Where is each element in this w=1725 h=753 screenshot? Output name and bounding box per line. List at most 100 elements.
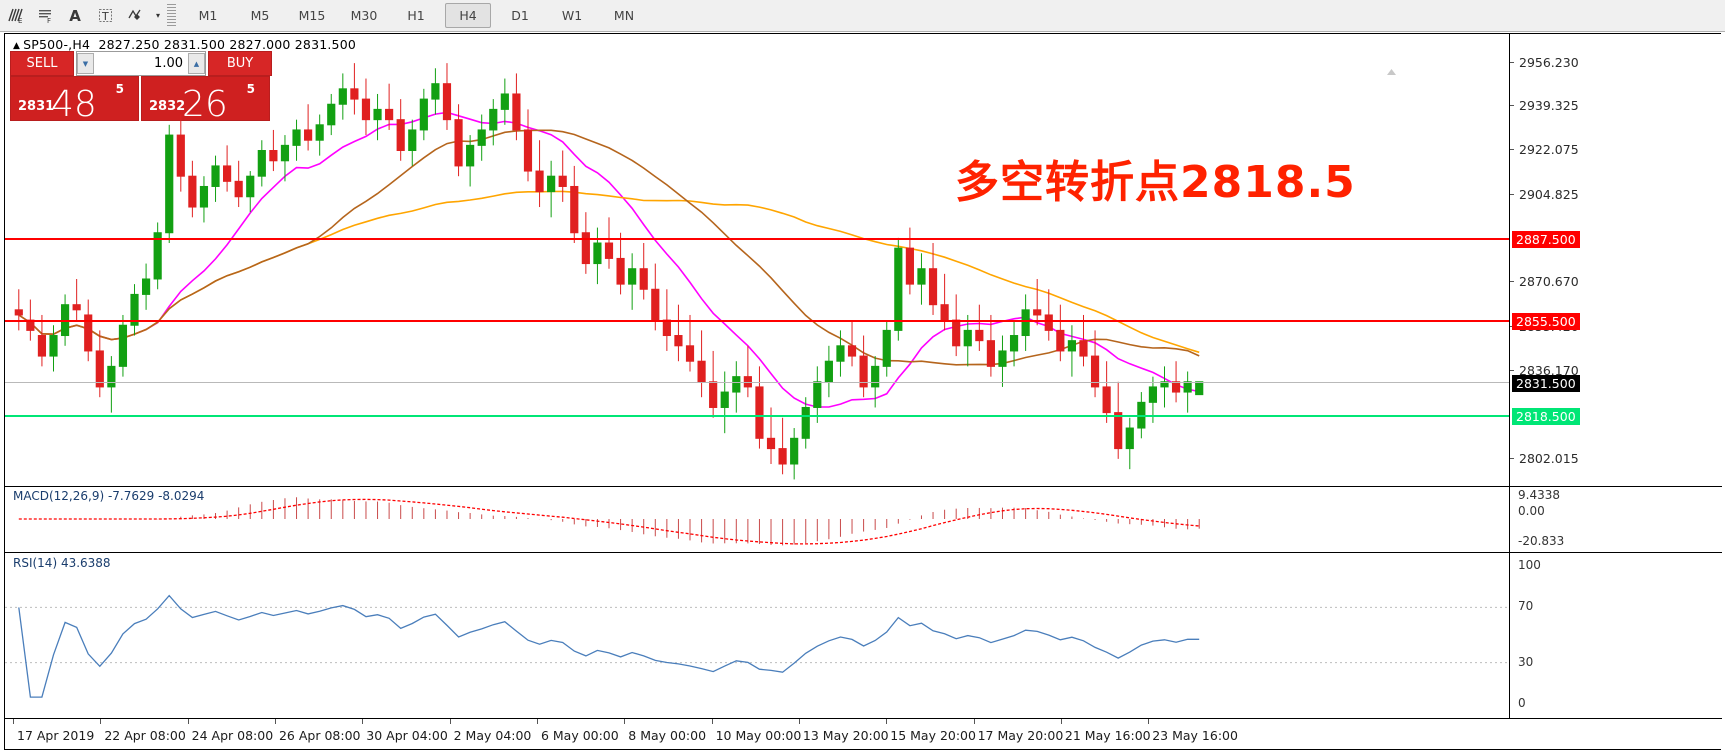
candle-body	[26, 319, 35, 331]
level-line-resistance[interactable]	[5, 238, 1509, 241]
candle-body	[304, 129, 313, 141]
candle-body	[153, 232, 162, 280]
price-plot-area[interactable]	[5, 34, 1509, 718]
candle-body	[1102, 386, 1111, 414]
time-scale[interactable]: 17 Apr 2019 22 Apr 08:00 24 Apr 08:00 26 Ap…	[5, 718, 1722, 750]
objects-dropdown-caret-icon[interactable]: ▾	[155, 11, 160, 20]
templates-icon[interactable]: F	[30, 1, 60, 30]
price-tag-current-price[interactable]: 2831.500	[1512, 375, 1580, 393]
candle-body	[882, 329, 891, 367]
indicators-icon[interactable]: E	[0, 1, 30, 30]
macd-scale-tick: -20.833	[1518, 534, 1565, 548]
one-click-trading-panel[interactable]: SELL ▼ 1.00 ▲ BUY 2831 48 5 2832 26 5	[10, 51, 272, 123]
candle-body	[350, 88, 359, 100]
objects-icon[interactable]	[120, 1, 150, 30]
candle-body	[581, 232, 590, 265]
candle-body	[871, 365, 880, 388]
timeframe-m5[interactable]: M5	[250, 8, 270, 23]
candle-body	[84, 314, 93, 352]
macd-label: MACD(12,26,9) -7.7629 -8.0294	[13, 489, 205, 503]
macd-scale-tick: 0.00	[1518, 504, 1545, 518]
price-tag-resistance[interactable]: 2887.500	[1512, 231, 1580, 249]
candle-body	[986, 340, 995, 367]
buy-price-whole: 2832	[149, 99, 186, 114]
candle-body	[246, 175, 255, 198]
candle-body	[176, 134, 185, 177]
text-tool-icon[interactable]: A	[69, 6, 81, 25]
candle-body	[188, 175, 197, 208]
timeframe-h1[interactable]: H1	[407, 8, 425, 23]
time-tick-label: 17 May 20:00	[977, 728, 1064, 743]
toolbar-drag-handle[interactable]	[167, 3, 176, 28]
rsi-scale-tick: 70	[1518, 599, 1534, 614]
candle-body	[940, 304, 949, 321]
quote-low: 2827.000	[229, 37, 291, 52]
chart-window[interactable]: ▲ SP500-,H4 2827.250 2831.500 2827.000 28…	[4, 33, 1722, 750]
candle-body	[1148, 386, 1158, 403]
sell-price-cell[interactable]: 2831 48 5	[10, 76, 139, 123]
candle-body	[454, 119, 463, 167]
candle-body	[118, 324, 128, 367]
level-line-current-price[interactable]	[5, 382, 1509, 384]
rsi-label: RSI(14) 43.6388	[13, 556, 111, 570]
timeframe-h4[interactable]: H4	[445, 3, 491, 28]
candle-body	[489, 108, 498, 131]
price-tick: 2870.670	[1510, 274, 1579, 289]
candle-body	[95, 350, 104, 388]
time-tick-mark	[624, 719, 626, 724]
candle-body	[813, 381, 822, 408]
level-line-support[interactable]	[5, 415, 1509, 418]
candle-body	[396, 119, 405, 151]
time-tick-label: 17 Apr 2019	[17, 728, 95, 743]
volume-decrement-icon[interactable]: ▼	[77, 53, 94, 74]
svg-text:T: T	[101, 10, 109, 23]
candle-body	[523, 129, 533, 172]
price-scale[interactable]: 2956.230 2939.325 2922.075 2904.825 2870.670…	[1509, 34, 1722, 718]
volume-value[interactable]: 1.00	[154, 56, 183, 71]
candle-body	[1067, 340, 1077, 352]
candle-body	[14, 309, 23, 316]
timeframe-m15[interactable]: M15	[298, 8, 326, 23]
time-tick-mark	[1148, 719, 1150, 724]
timeframe-d1[interactable]: D1	[511, 8, 529, 23]
candle-body	[49, 335, 58, 357]
macd-scale-tick: 9.4338	[1518, 488, 1560, 502]
candle-body	[766, 437, 776, 450]
time-tick-mark	[886, 719, 888, 724]
rsi-line	[18, 594, 1200, 698]
volume-stepper[interactable]: ▼ 1.00 ▲	[76, 51, 206, 76]
candle-body	[836, 345, 845, 362]
timeframe-m30[interactable]: M30	[350, 8, 378, 23]
price-tag-resistance[interactable]: 2855.500	[1512, 313, 1580, 331]
time-tick-mark	[536, 719, 538, 724]
chart-annotation-text: 多空转折点2818.5	[955, 157, 1356, 208]
price-tag-support[interactable]: 2818.500	[1512, 408, 1580, 426]
collapse-triangle-icon[interactable]: ▲	[13, 41, 21, 51]
candle-body	[894, 247, 903, 331]
buy-price-cell[interactable]: 2832 26 5	[141, 76, 270, 123]
candle-body	[1137, 401, 1146, 429]
candle-body	[223, 165, 232, 182]
candle-body	[477, 129, 486, 146]
time-tick-mark	[100, 719, 102, 724]
candle-body	[442, 83, 452, 121]
timeframe-m1[interactable]: M1	[198, 8, 218, 23]
level-line-resistance[interactable]	[5, 320, 1509, 323]
timeframe-w1[interactable]: W1	[561, 8, 583, 23]
sell-button[interactable]: SELL	[10, 51, 74, 76]
candle-body	[234, 180, 243, 198]
timeframe-mn[interactable]: MN	[613, 8, 635, 23]
time-tick-label: 26 Apr 08:00	[278, 728, 361, 743]
text-label-icon[interactable]: T	[90, 1, 120, 30]
buy-button[interactable]: BUY	[208, 51, 272, 76]
rsi-scale-tick: 0	[1518, 696, 1526, 710]
candle-body	[628, 268, 637, 285]
objects-glyph	[128, 9, 141, 20]
main-toolbar: E F A T ▾ M1 M5 M15 M30 H1 H4 D1 W1 MN	[0, 0, 1725, 32]
scroll-up-marker-icon[interactable]	[1387, 69, 1396, 75]
svg-text:F: F	[47, 17, 51, 25]
volume-increment-icon[interactable]: ▲	[188, 53, 205, 74]
quote-high: 2831.500	[163, 37, 226, 52]
time-tick-mark	[798, 719, 800, 724]
candle-body	[431, 83, 440, 100]
